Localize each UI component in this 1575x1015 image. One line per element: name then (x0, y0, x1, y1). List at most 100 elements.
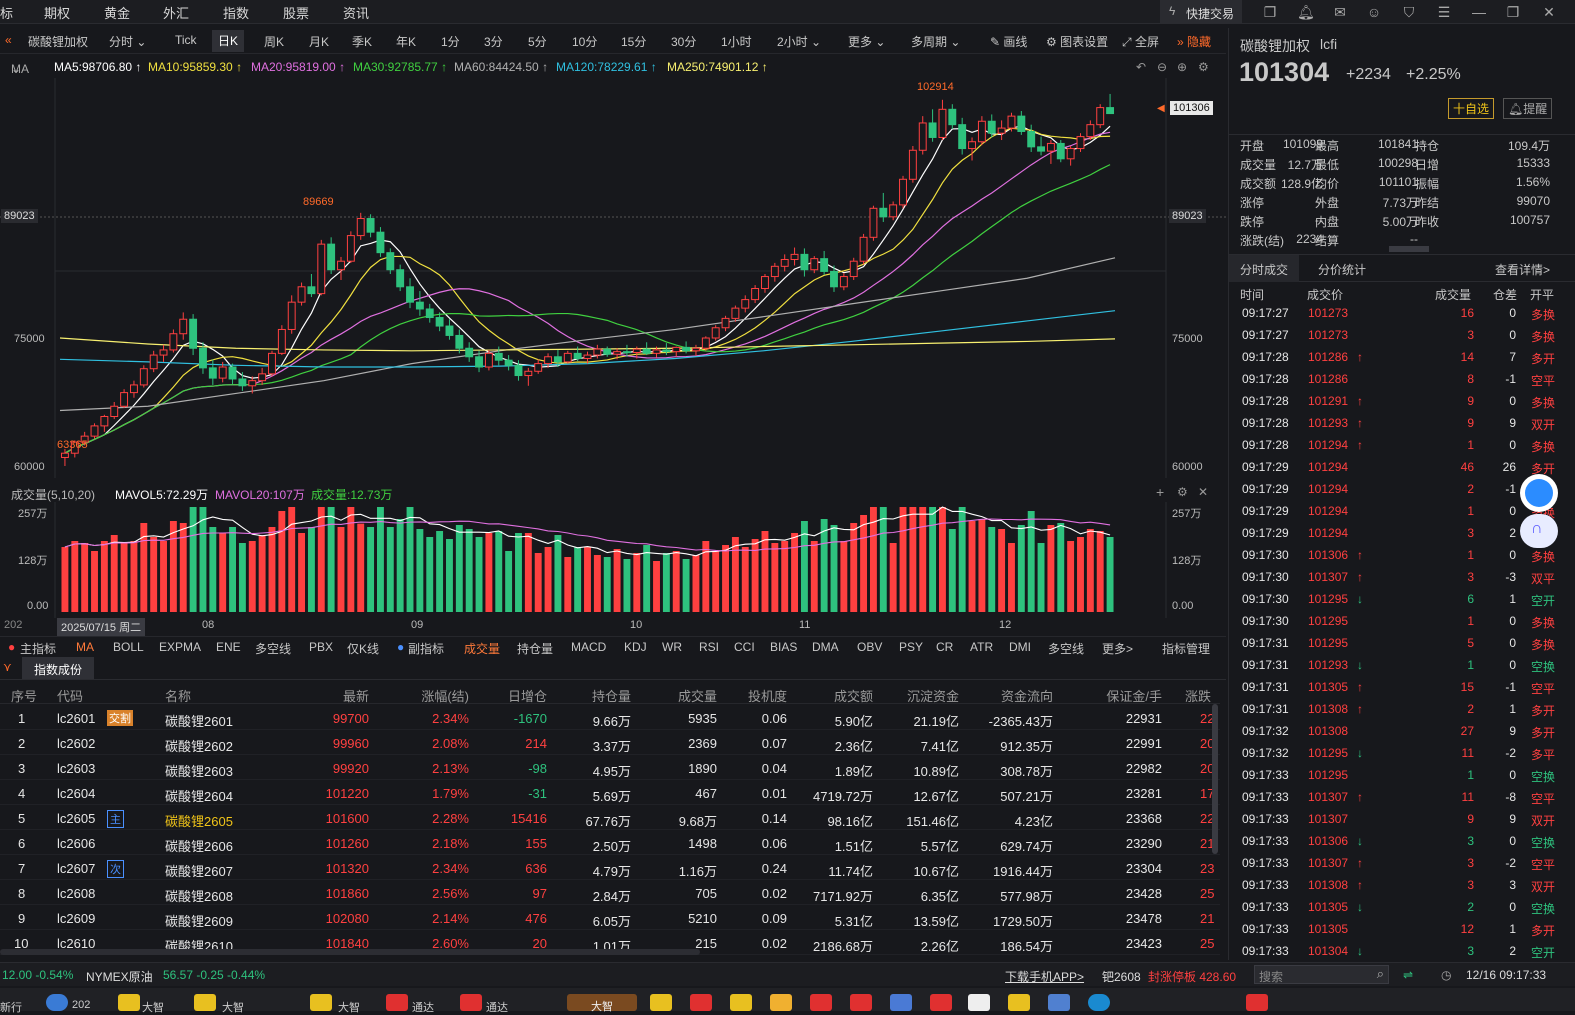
ind-cr[interactable]: CR (936, 640, 954, 654)
multi-period[interactable]: 多周期 ⌄ (911, 33, 960, 50)
tab-tick-trades[interactable]: 分时成交 (1229, 255, 1300, 282)
expand-handle[interactable] (1389, 246, 1429, 252)
col-spec[interactable]: 投机度 (747, 689, 787, 704)
period-quarterly[interactable]: 季K (352, 35, 373, 49)
table-row[interactable]: 7 lc2607 次 碳酸锂2607 101320 2.34% 636 4.79… (0, 855, 1220, 880)
app-icon-e[interactable] (460, 994, 482, 1011)
menu-item-partial[interactable]: 标 (0, 6, 14, 21)
settings-gear-icon[interactable]: ⚙ (1198, 60, 1209, 74)
ind-duokong[interactable]: 多空线 (255, 642, 292, 656)
col-fund[interactable]: 沉淀资金 (906, 689, 959, 704)
ind-ene[interactable]: ENE (216, 640, 241, 654)
table-row[interactable]: 5 lc2605 主 碳酸锂2605 101600 2.28% 15416 67… (0, 805, 1220, 830)
taskbar-text-6[interactable]: 通达 (486, 1002, 508, 1014)
menu-item-news[interactable]: 资讯 (343, 6, 370, 21)
taskbar-text-4[interactable]: 大智 (338, 1002, 360, 1014)
col-vol[interactable]: 成交量 (677, 689, 717, 704)
link-icon[interactable]: ⇌ (1403, 968, 1414, 982)
table-row[interactable]: 10 lc2610 碳酸锂2610 101840 2.60% 20 1.01万 … (0, 930, 1220, 955)
menu-item-stocks[interactable]: 股票 (283, 6, 310, 21)
mail-icon[interactable]: ✉ (1334, 4, 1346, 20)
menu-item-index[interactable]: 指数 (223, 6, 250, 21)
chart-settings-button[interactable]: ⚙ 图表设置 (1046, 33, 1108, 50)
ind-cci[interactable]: CCI (734, 640, 755, 654)
nymex-name[interactable]: NYMEX原油 (86, 970, 153, 984)
ind-pbx[interactable]: PBX (309, 640, 334, 654)
col-seq[interactable]: 序号 (11, 689, 38, 704)
ind-more[interactable]: 更多> (1102, 642, 1134, 656)
period-30min[interactable]: 30分 (671, 35, 697, 49)
menu-item-gold[interactable]: 黄金 (104, 6, 131, 21)
tray-icon-a[interactable] (1246, 994, 1268, 1011)
period-yearly[interactable]: 年K (396, 35, 417, 49)
period-1hour[interactable]: 1小时 (721, 35, 752, 49)
add-watchlist-button[interactable]: 十自选 (1448, 98, 1495, 119)
ind-kdj[interactable]: KDJ (624, 640, 647, 654)
table-row[interactable]: 3 lc2603 碳酸锂2603 99920 2.13% -98 4.95万 1… (0, 755, 1220, 780)
taskbar-text-1[interactable]: 202 (72, 999, 91, 1011)
ind-wr[interactable]: WR (662, 640, 682, 654)
ind-expma[interactable]: EXPMA (159, 640, 202, 654)
active-app-tab[interactable]: 大智 (567, 994, 637, 1013)
period-more[interactable]: 更多 ⌄ (848, 33, 885, 50)
period-weekly[interactable]: 周K (264, 35, 285, 49)
folder-icon[interactable] (770, 994, 792, 1011)
gear-icon[interactable]: ⚙ (1177, 485, 1188, 499)
window-restore-icon[interactable]: ❐ (1263, 4, 1277, 20)
ind-psy[interactable]: PSY (899, 640, 924, 654)
taskbar-text-2[interactable]: 大智 (142, 1002, 164, 1014)
hide-button[interactable]: » 隐藏 (1177, 33, 1211, 50)
back-chevron-icon[interactable]: « (5, 33, 12, 47)
ind-bias[interactable]: BIAS (770, 640, 798, 654)
ind-obv[interactable]: OBV (857, 640, 883, 654)
period-5min[interactable]: 5分 (528, 35, 547, 49)
zoom-out-icon[interactable]: ⊖ (1157, 60, 1168, 74)
app-icon-h[interactable] (730, 994, 752, 1011)
ind-atr[interactable]: ATR (970, 640, 994, 654)
table-row[interactable]: 6 lc2606 碳酸锂2606 101260 2.18% 155 2.50万 … (0, 830, 1220, 855)
taskbar-text-3[interactable]: 大智 (222, 1002, 244, 1014)
col-inc[interactable]: 日增仓 (507, 689, 547, 704)
app-icon-f[interactable] (650, 994, 672, 1011)
search-icon[interactable]: ⌕ (1376, 966, 1384, 981)
period-tick[interactable]: Tick (175, 33, 197, 47)
app-icon-p[interactable] (1088, 994, 1110, 1011)
candlestick-chart[interactable]: 75000 60000 89023 75000 60000 89023 1013… (0, 78, 1226, 478)
undo-icon[interactable]: ↶ (1136, 60, 1147, 74)
app-icon-j[interactable] (850, 994, 872, 1011)
tab-index-components[interactable]: 指数成份 (22, 657, 95, 679)
palladium-name[interactable]: 钯2608 (1102, 970, 1141, 984)
app-icon-b[interactable] (194, 994, 216, 1011)
ind-kline-only[interactable]: 仅K线 (347, 642, 380, 656)
table-scrollbar[interactable] (1212, 704, 1218, 854)
menu-item-options[interactable]: 期权 (44, 6, 71, 21)
col-chg[interactable]: 涨跌 (1185, 689, 1212, 704)
menu-icon[interactable]: ☰ (1437, 4, 1451, 20)
ind-macd[interactable]: MACD (571, 640, 607, 654)
ind-dma[interactable]: DMA (812, 640, 839, 654)
ind-ma[interactable]: MA (76, 640, 94, 654)
app-icon-i[interactable] (810, 994, 832, 1011)
col-flow[interactable]: 资金流向 (1000, 689, 1053, 704)
user-icon[interactable]: ☺ (1366, 4, 1382, 20)
app-icon-k[interactable] (890, 994, 912, 1011)
view-details-link[interactable]: 查看详情> (1495, 263, 1551, 277)
minimize-icon[interactable]: — (1472, 4, 1486, 20)
period-15min[interactable]: 15分 (621, 35, 647, 49)
collapse-chevron-icon[interactable]: ⋎ (3, 660, 12, 674)
app-icon-c[interactable] (310, 994, 332, 1011)
period-tick-time[interactable]: 分时 ⌄ (109, 33, 146, 50)
close-icon[interactable]: ✕ (1543, 4, 1555, 20)
period-2hour[interactable]: 2小时 ⌄ (777, 33, 821, 50)
col-name[interactable]: 名称 (165, 689, 192, 704)
bell-icon[interactable]: 🔔︎ (1297, 4, 1315, 20)
ind-duokong-2[interactable]: 多空线 (1048, 642, 1085, 656)
table-hscrollbar[interactable] (0, 949, 700, 955)
download-app-link[interactable]: 下载手机APP> (1005, 970, 1085, 984)
col-oi[interactable]: 持仓量 (591, 689, 631, 704)
app-icon-d[interactable] (386, 994, 408, 1011)
ind-oi[interactable]: 持仓量 (517, 642, 554, 656)
tab-price-stats[interactable]: 分价统计 (1318, 263, 1367, 277)
quick-trade-button[interactable]: ϟ 快捷交易 (1160, 0, 1242, 24)
table-row[interactable]: 9 lc2609 碳酸锂2609 102080 2.14% 476 6.05万 … (0, 905, 1220, 930)
